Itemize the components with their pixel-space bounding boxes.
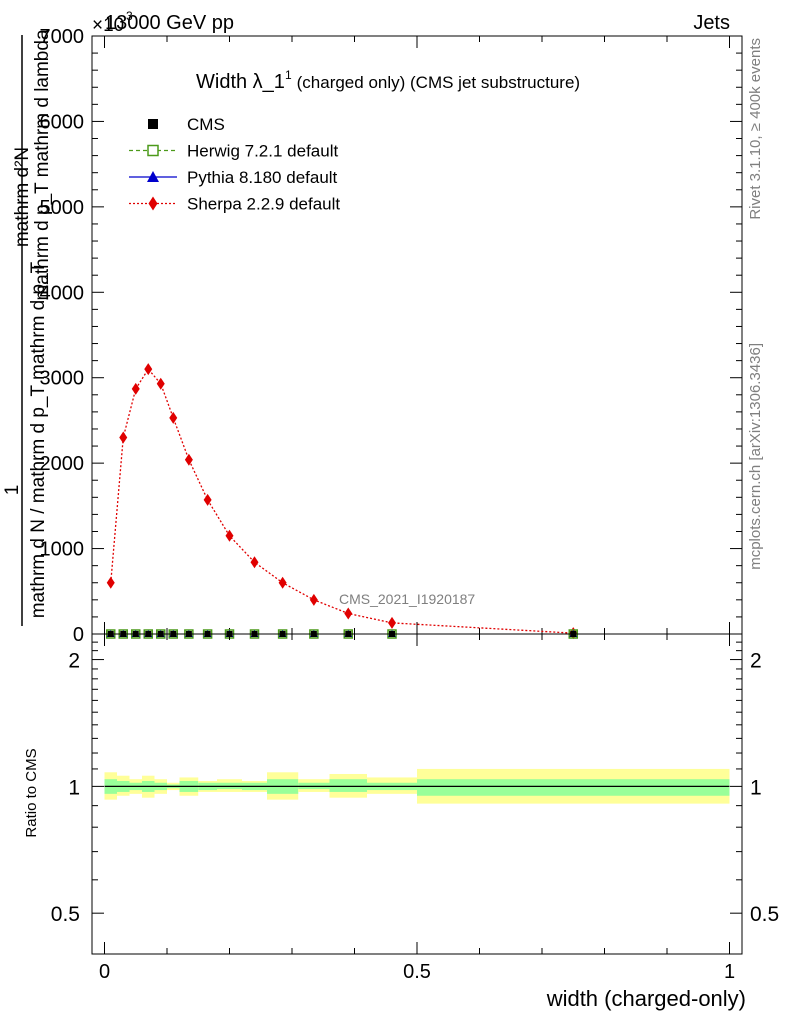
y-label-numerator: 1 [2,485,23,496]
x-tick-label: 1 [724,961,735,983]
sherpa-point [225,529,234,542]
legend-label: CMS [187,115,225,134]
legend-label: Herwig 7.2.1 default [187,142,338,161]
sherpa-point [250,556,259,569]
sherpa-point [278,576,287,589]
exponent-value: 3 [126,9,133,23]
main-y-label: mathrm d²N mathrm d p_T mathrm d lambda … [2,29,53,626]
sherpa-point [131,382,140,395]
legend-marker-cms [148,119,158,129]
legend-marker-pythia [147,171,159,182]
ratio-y-label: Ratio to CMS [23,748,40,837]
energy-label: 13000 GeV pp [105,12,234,34]
sherpa-point [169,411,178,424]
legend-label: Pythia 8.180 default [187,168,338,187]
y-tick-label: 7000 [40,26,85,48]
sherpa-point [119,431,128,444]
plot-title: Width λ_11 (charged only) (CMS jet substr… [196,68,580,93]
y-tick-label: 5000 [40,197,85,219]
legend-label: Sherpa 2.2.9 default [187,195,340,214]
sherpa-point [203,493,212,506]
ratio-y-tick-label-left: 2 [68,650,80,673]
y-tick-label: 0 [73,624,84,646]
plot-title-main: Width λ_1 [196,71,285,93]
y-tick-label: 2000 [40,453,85,475]
y-tick-label: 1000 [40,539,85,561]
ratio-y-tick-label-right: 2 [750,650,762,673]
ratio-y-tick-label-left: 0.5 [51,903,80,926]
ratio-y-tick-label-right: 1 [750,776,762,799]
sherpa-point [309,593,318,606]
y-tick-label: 6000 [40,111,85,133]
ratio-inner-band [329,779,367,792]
sherpa-point [106,576,115,589]
x-tick-label: 0 [99,961,110,983]
y-label-upper-b: mathrm d p_T mathrm d lambda [32,29,53,300]
legend-marker-sherpa [148,196,158,211]
process-label: Jets [693,12,730,34]
ratio-panel: 0 0.5 1 0.5 0.5 1 1 2 2 [51,634,779,983]
plot-title-rest: (charged only) (CMS jet substructure) [297,73,580,92]
ratio-inner-band [417,779,730,796]
rivet-label: Rivet 3.1.10, ≥ 400k events [747,38,764,220]
plot-title-sup: 1 [285,68,292,82]
analysis-watermark: CMS_2021_I1920187 [339,591,475,607]
x-axis-label: width (charged-only) [546,986,746,1011]
sherpa-line [110,368,574,634]
ratio-y-tick-label-left: 1 [68,776,80,799]
sherpa-point [184,453,193,466]
legend: CMS Herwig 7.2.1 default Pythia 8.180 defa… [129,115,340,214]
y-label-denominator: mathrm d N / mathrm d p_T mathrm d p_T [28,261,49,618]
legend-marker-herwig [147,144,159,157]
sherpa-point [156,377,165,390]
y-tick-label: 4000 [40,282,85,304]
x-tick-label: 0.5 [403,961,431,983]
ratio-frame [91,633,743,955]
sherpa-point [344,607,353,620]
y-tick-label: 3000 [40,368,85,390]
mcplots-label: mcplots.cern.ch [arXiv:1306.3436] [747,343,764,570]
ratio-y-tick-label-right: 0.5 [750,903,779,926]
sherpa-point [144,363,153,376]
main-panel: 0 1000 2000 3000 4000 5000 6000 7000 [40,26,742,646]
exponent-label: ×10 [92,15,124,36]
sherpa-point [388,616,396,629]
